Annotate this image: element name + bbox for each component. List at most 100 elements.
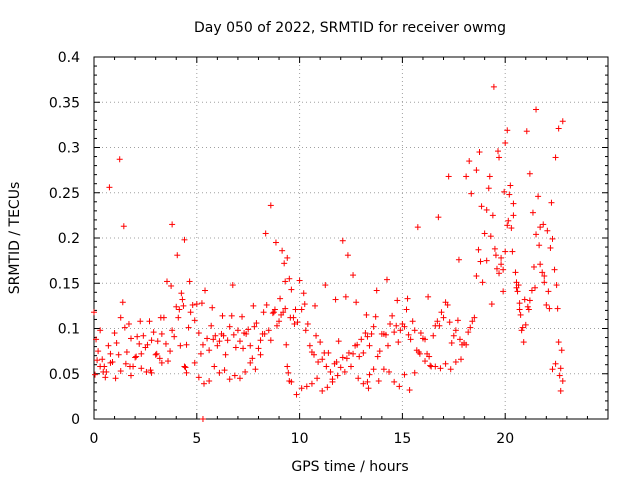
data-point xyxy=(498,254,505,261)
data-point xyxy=(457,356,464,363)
data-point xyxy=(409,318,416,325)
data-point xyxy=(341,368,348,375)
data-point xyxy=(92,371,99,378)
data-point xyxy=(242,368,249,375)
data-point xyxy=(271,306,278,313)
data-point xyxy=(257,351,264,358)
data-point xyxy=(417,330,424,337)
data-point xyxy=(403,306,410,313)
data-point xyxy=(279,247,286,254)
data-point xyxy=(306,342,313,349)
data-point xyxy=(117,368,124,375)
data-point xyxy=(353,299,360,306)
data-point xyxy=(510,200,517,207)
data-point xyxy=(282,305,289,312)
data-point xyxy=(298,385,305,392)
data-point xyxy=(300,290,307,297)
data-point xyxy=(292,306,299,313)
data-point xyxy=(308,380,315,387)
data-point xyxy=(529,209,536,216)
data-point xyxy=(478,203,485,210)
data-point xyxy=(496,270,503,277)
data-point xyxy=(95,348,102,355)
data-point xyxy=(335,338,342,345)
data-point xyxy=(252,366,259,373)
data-point xyxy=(226,376,233,383)
y-tick-label: 0.4 xyxy=(58,50,80,66)
data-point xyxy=(148,369,155,376)
data-point xyxy=(178,290,185,297)
data-point xyxy=(332,296,339,303)
data-point xyxy=(231,372,238,379)
data-point xyxy=(339,237,346,244)
data-point xyxy=(518,327,525,334)
data-point xyxy=(425,293,432,300)
data-point xyxy=(523,128,530,135)
data-point xyxy=(545,288,552,295)
data-point xyxy=(516,300,523,307)
data-point xyxy=(456,336,463,343)
data-point xyxy=(520,339,527,346)
data-point xyxy=(535,193,542,200)
data-point xyxy=(440,314,447,321)
data-point xyxy=(498,261,505,268)
data-point xyxy=(452,327,459,334)
data-point xyxy=(452,358,459,365)
data-point xyxy=(317,339,324,346)
data-point xyxy=(100,368,107,375)
data-point xyxy=(434,318,441,325)
data-point xyxy=(169,221,176,228)
x-axis-label: GPS time / hours xyxy=(291,459,408,475)
data-point xyxy=(489,212,496,219)
data-point xyxy=(298,306,305,313)
data-point xyxy=(115,351,122,358)
data-point xyxy=(202,287,209,294)
data-point xyxy=(517,311,524,318)
data-point xyxy=(280,309,287,316)
y-tick-label: 0.35 xyxy=(49,95,80,111)
data-point xyxy=(273,322,280,329)
data-point xyxy=(554,305,561,312)
data-point xyxy=(251,323,258,330)
data-point xyxy=(557,387,564,394)
data-point xyxy=(224,337,231,344)
data-point xyxy=(152,351,159,358)
data-point xyxy=(393,322,400,329)
data-point xyxy=(360,380,367,387)
data-point xyxy=(416,350,423,357)
data-point xyxy=(180,302,187,309)
data-point xyxy=(537,261,544,268)
data-point xyxy=(162,340,169,347)
data-point xyxy=(253,320,260,327)
data-point xyxy=(463,341,470,348)
data-point xyxy=(263,301,270,308)
data-point xyxy=(414,224,421,231)
data-point xyxy=(555,125,562,132)
data-point xyxy=(191,317,198,324)
data-point xyxy=(501,188,508,195)
data-point xyxy=(512,269,519,276)
data-point xyxy=(334,372,341,379)
data-point xyxy=(502,139,509,146)
data-point xyxy=(128,335,135,342)
data-point xyxy=(463,173,470,180)
data-point xyxy=(380,366,387,373)
data-point xyxy=(211,363,218,370)
data-point xyxy=(536,242,543,249)
data-point xyxy=(261,330,268,337)
data-point xyxy=(191,359,198,366)
data-point xyxy=(468,190,475,197)
data-point xyxy=(153,350,160,357)
data-point xyxy=(401,371,408,378)
y-tick-label: 0.1 xyxy=(58,322,80,338)
y-tick-label: 0.05 xyxy=(49,367,80,383)
data-point xyxy=(322,282,329,289)
data-point xyxy=(345,349,352,356)
data-point xyxy=(182,364,189,371)
data-point xyxy=(448,339,455,346)
data-point xyxy=(94,357,101,364)
data-point xyxy=(339,354,346,361)
data-point xyxy=(533,231,540,238)
data-point xyxy=(220,332,227,339)
x-tick-label: 10 xyxy=(291,431,309,447)
